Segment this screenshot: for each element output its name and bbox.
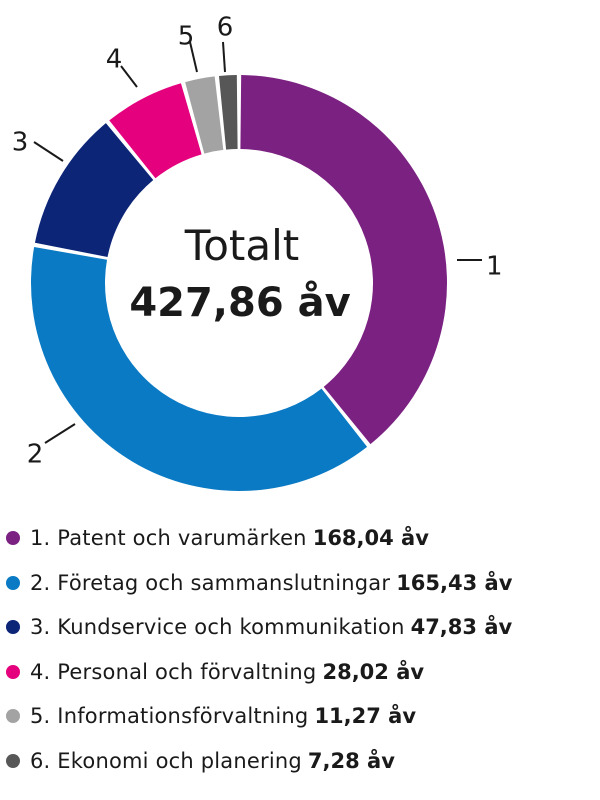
legend-value: 7,28 åv [308, 749, 395, 773]
legend: 1. Patent och varumärken 168,04 åv 2. Fö… [6, 516, 600, 783]
legend-value: 11,27 åv [314, 704, 416, 728]
legend-item: 3. Kundservice och kommunikation 47,83 å… [6, 605, 600, 650]
legend-label: 3. Kundservice och kommunikation [30, 615, 405, 639]
donut-chart: 1 2 3 4 56 Totalt 427,86 åv [0, 0, 600, 510]
callout-label-6: 6 [217, 13, 234, 43]
legend-item: 4. Personal och förvaltning 28,02 åv [6, 650, 600, 695]
callout-label-5: 5 [178, 22, 195, 52]
legend-item: 1. Patent och varumärken 168,04 åv [6, 516, 600, 561]
legend-marker [6, 576, 20, 590]
legend-marker [6, 531, 20, 545]
legend-item: 2. Företag och sammanslutningar 165,43 å… [6, 561, 600, 606]
callout-label-2: 2 [27, 440, 44, 470]
legend-marker [6, 620, 20, 634]
legend-item: 6. Ekonomi och planering 7,28 åv [6, 739, 600, 784]
callout-line-3 [34, 142, 63, 161]
center-title: Totalt [184, 221, 300, 270]
legend-label: 4. Personal och förvaltning [30, 660, 316, 684]
callout-line-6 [223, 42, 225, 72]
legend-marker [6, 665, 20, 679]
legend-value: 47,83 åv [411, 615, 513, 639]
callout-label-4: 4 [106, 45, 123, 75]
legend-label: 5. Informationsförvaltning [30, 704, 308, 728]
callout-line-2 [45, 424, 75, 443]
callout-label-1: 1 [486, 252, 503, 282]
callout-label-3: 3 [12, 128, 29, 158]
legend-item: 5. Informationsförvaltning 11,27 åv [6, 694, 600, 739]
legend-label: 2. Företag och sammanslutningar [30, 571, 390, 595]
legend-value: 28,02 åv [322, 660, 424, 684]
center-total: 427,86 åv [129, 279, 350, 326]
callout-line-4 [121, 66, 137, 87]
legend-marker [6, 754, 20, 768]
legend-label: 1. Patent och varumärken [30, 526, 307, 550]
legend-marker [6, 709, 20, 723]
legend-value: 165,43 åv [396, 571, 512, 595]
legend-value: 168,04 åv [313, 526, 429, 550]
legend-label: 6. Ekonomi och planering [30, 749, 302, 773]
